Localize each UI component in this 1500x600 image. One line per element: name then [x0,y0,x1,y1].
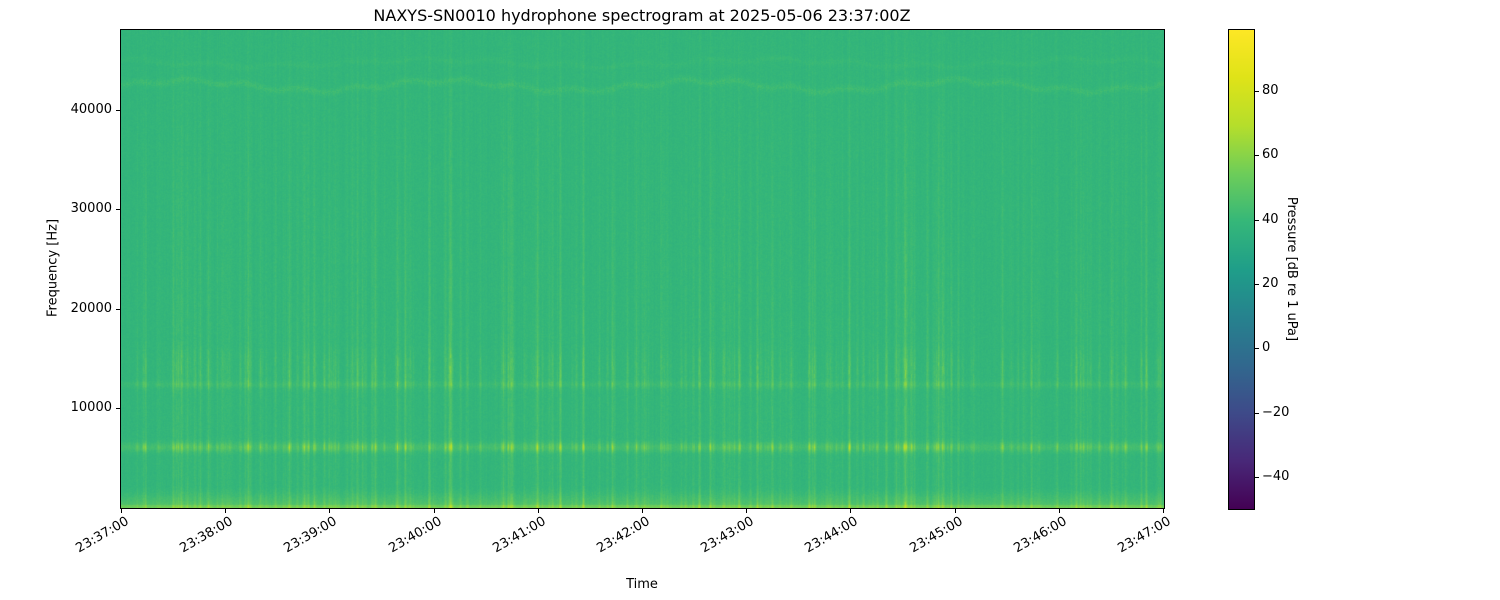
colorbar-tick-mark [1255,155,1259,157]
colorbar-tick-mark [1255,91,1259,93]
colorbar-tick-label: 40 [1262,211,1279,227]
colorbar-tick-mark [1255,348,1259,350]
colorbar-tick-label: −20 [1262,404,1290,420]
x-tick-mark [1058,509,1060,513]
y-tick-label: 20000 [70,300,112,316]
colorbar [1228,29,1255,510]
x-tick-label: 23:45:00 [907,514,966,557]
x-tick-mark [121,509,122,513]
x-tick-mark [850,509,852,513]
y-tick-mark [116,308,120,310]
x-tick-label: 23:38:00 [177,514,236,557]
x-tick-mark [642,509,643,513]
x-tick-mark [537,509,539,513]
x-tick-label: 23:37:00 [73,514,132,557]
colorbar-tick-label: −40 [1262,468,1290,484]
spectrogram-heatmap [121,30,1164,508]
colorbar-tick-mark [1255,412,1259,414]
colorbar-label: Pressure [dB re 1 uPa] [1284,196,1299,342]
x-tick-mark [433,509,435,513]
y-tick-label: 30000 [70,201,112,217]
plot-area [120,29,1165,509]
colorbar-tick-mark [1255,219,1259,221]
y-tick-mark [116,408,120,410]
chart-title: NAXYS-SN0010 hydrophone spectrogram at 2… [373,6,911,25]
x-tick-label: 23:39:00 [281,514,340,557]
x-tick-mark [329,509,331,513]
x-tick-label: 23:47:00 [1115,514,1174,557]
x-tick-label: 23:43:00 [698,514,757,557]
y-tick-mark [116,109,120,111]
x-tick-label: 23:42:00 [594,514,653,557]
colorbar-tick-label: 60 [1262,147,1279,163]
y-tick-label: 40000 [70,101,112,117]
colorbar-tick-mark [1255,283,1259,285]
x-tick-label: 23:40:00 [386,514,445,557]
y-tick-mark [116,209,120,211]
x-tick-label: 23:46:00 [1011,514,1070,557]
x-tick-label: 23:41:00 [490,514,549,557]
x-tick-label: 23:44:00 [802,514,861,557]
x-tick-mark [954,509,956,513]
x-axis-label: Time [626,577,658,592]
x-tick-mark [225,509,227,513]
x-tick-mark [1163,509,1164,513]
y-tick-label: 10000 [70,400,112,416]
colorbar-tick-label: 20 [1262,275,1279,291]
colorbar-tick-label: 0 [1262,340,1271,356]
colorbar-tick-label: 80 [1262,83,1279,99]
colorbar-tick-mark [1255,476,1259,478]
x-tick-mark [746,509,748,513]
